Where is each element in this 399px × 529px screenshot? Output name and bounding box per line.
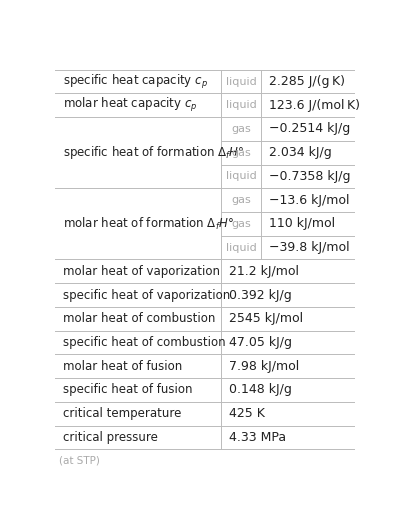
Text: liquid: liquid [226, 77, 257, 87]
Text: gas: gas [231, 124, 251, 134]
Text: specific heat capacity $c_p$: specific heat capacity $c_p$ [63, 72, 208, 90]
Text: 123.6 J/(mol K): 123.6 J/(mol K) [269, 99, 360, 112]
Text: molar heat of fusion: molar heat of fusion [63, 360, 182, 373]
Text: gas: gas [231, 219, 251, 229]
Text: molar heat of combustion: molar heat of combustion [63, 312, 215, 325]
Text: gas: gas [231, 148, 251, 158]
Text: critical pressure: critical pressure [63, 431, 158, 444]
Text: −13.6 kJ/mol: −13.6 kJ/mol [269, 194, 350, 207]
Text: gas: gas [231, 195, 251, 205]
Text: 47.05 kJ/g: 47.05 kJ/g [229, 336, 292, 349]
Text: 2545 kJ/mol: 2545 kJ/mol [229, 312, 303, 325]
Text: specific heat of formation $\Delta_f H°$: specific heat of formation $\Delta_f H°$ [63, 144, 245, 161]
Text: −0.7358 kJ/g: −0.7358 kJ/g [269, 170, 350, 183]
Text: −39.8 kJ/mol: −39.8 kJ/mol [269, 241, 350, 254]
Text: molar heat of formation $\Delta_f H°$: molar heat of formation $\Delta_f H°$ [63, 216, 234, 232]
Text: specific heat of vaporization: specific heat of vaporization [63, 288, 230, 302]
Text: 2.034 kJ/g: 2.034 kJ/g [269, 146, 332, 159]
Text: 21.2 kJ/mol: 21.2 kJ/mol [229, 265, 298, 278]
Text: −0.2514 kJ/g: −0.2514 kJ/g [269, 122, 350, 135]
Text: (at STP): (at STP) [59, 455, 100, 466]
Text: 2.285 J/(g K): 2.285 J/(g K) [269, 75, 345, 88]
Text: molar heat of vaporization: molar heat of vaporization [63, 265, 220, 278]
Text: critical temperature: critical temperature [63, 407, 182, 420]
Text: 110 kJ/mol: 110 kJ/mol [269, 217, 335, 230]
Text: specific heat of fusion: specific heat of fusion [63, 384, 193, 396]
Text: 7.98 kJ/mol: 7.98 kJ/mol [229, 360, 299, 373]
Text: 4.33 MPa: 4.33 MPa [229, 431, 286, 444]
Text: liquid: liquid [226, 171, 257, 181]
Text: liquid: liquid [226, 100, 257, 110]
Text: molar heat capacity $c_p$: molar heat capacity $c_p$ [63, 96, 198, 114]
Text: liquid: liquid [226, 243, 257, 252]
Text: 0.148 kJ/g: 0.148 kJ/g [229, 384, 292, 396]
Text: 0.392 kJ/g: 0.392 kJ/g [229, 288, 291, 302]
Text: 425 K: 425 K [229, 407, 265, 420]
Text: specific heat of combustion: specific heat of combustion [63, 336, 226, 349]
